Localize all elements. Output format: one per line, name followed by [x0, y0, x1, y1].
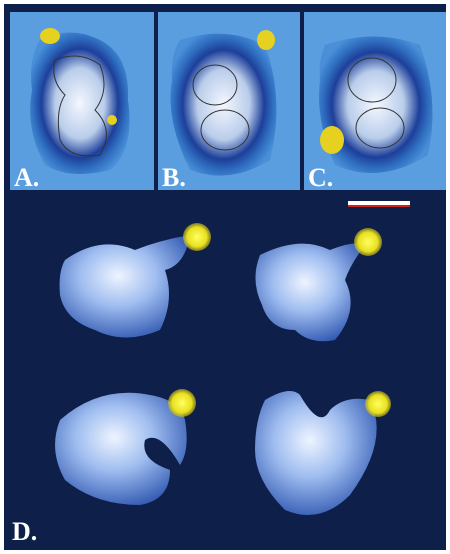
- panel-label: C.: [308, 163, 333, 192]
- label-density: [257, 30, 275, 50]
- label-marker: [183, 223, 211, 251]
- panel-b: B.: [158, 12, 300, 192]
- panel-label: D.: [12, 517, 37, 546]
- scale-bar: [348, 201, 410, 205]
- panel-c: C.: [304, 12, 446, 192]
- panel-label: A.: [14, 163, 39, 192]
- label-marker: [365, 391, 391, 417]
- label-density: [107, 115, 117, 125]
- figure: A. B. C. D.: [0, 0, 450, 554]
- density-map: [170, 34, 276, 176]
- panel-a: A.: [10, 12, 154, 192]
- scale-bar: [348, 205, 410, 207]
- label-density: [40, 28, 60, 44]
- label-density: [320, 126, 344, 154]
- panel-label: B.: [162, 163, 186, 192]
- label-marker: [168, 389, 196, 417]
- density-map: [30, 33, 129, 175]
- label-marker: [354, 228, 382, 256]
